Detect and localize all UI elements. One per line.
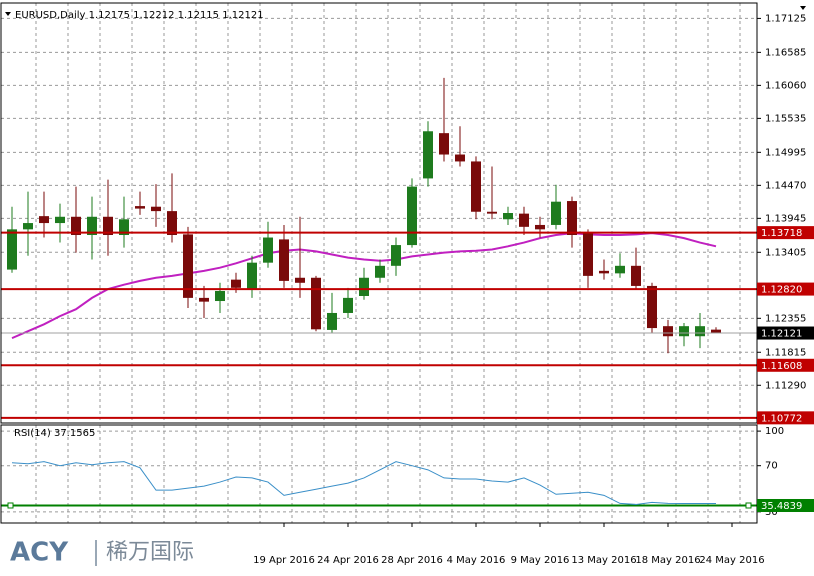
candle-body: [39, 216, 49, 224]
y-tick-label: 1.14470: [765, 180, 806, 191]
candle-body: [151, 206, 161, 212]
price-label: 1.12820: [761, 285, 802, 296]
candle-body: [471, 161, 481, 212]
x-tick-label: 24 May 2016: [699, 555, 764, 566]
moving-average: [11, 232, 717, 340]
y-tick-label: 1.16060: [765, 80, 806, 91]
x-tick-label: 18 May 2016: [635, 555, 700, 566]
y-tick-label: 1.11815: [765, 347, 806, 358]
watermark-bg: [0, 528, 226, 576]
y-tick-label: 1.13945: [765, 213, 806, 224]
candle-body: [7, 229, 17, 270]
candle-body: [535, 224, 545, 230]
candle-body: [679, 326, 689, 337]
candle-body: [167, 211, 177, 236]
x-tick-label: 24 Apr 2016: [317, 555, 379, 566]
candle-body: [279, 239, 289, 281]
candle-body: [519, 213, 529, 227]
watermark: ACY 稀万国际: [0, 528, 226, 576]
price-label-box: [757, 226, 814, 240]
price-label-box: [757, 326, 814, 340]
price-label: 35.4839: [761, 501, 802, 512]
y-tick-label: 1.15535: [765, 113, 806, 124]
candle-body: [615, 265, 625, 274]
candle-body: [647, 285, 657, 329]
x-tick-label: 4 May 2016: [447, 555, 506, 566]
y-tick-label: 100: [765, 426, 784, 437]
candle-body: [55, 216, 65, 224]
y-tick-label: 1.14995: [765, 147, 806, 158]
candle-body: [295, 277, 305, 283]
rsi-line: [11, 461, 716, 505]
candle-body: [263, 237, 273, 263]
x-tick-label: 9 May 2016: [511, 555, 570, 566]
candle-body: [247, 262, 257, 290]
candle-body: [599, 270, 609, 274]
candle-body: [503, 213, 513, 220]
x-tick-label: 13 May 2016: [571, 555, 636, 566]
price-label-box: [757, 282, 814, 296]
candle-body: [551, 201, 561, 225]
x-tick-label: 28 Apr 2016: [381, 555, 443, 566]
candle-body: [695, 326, 705, 337]
y-tick-label: 1.16585: [765, 47, 806, 58]
y-tick-label: 1.17125: [765, 13, 806, 24]
candle-body: [183, 234, 193, 298]
price-label: 1.12121: [761, 329, 802, 340]
candle-body: [87, 216, 97, 236]
price-panel-frame: [0, 2, 758, 424]
chart-title: EURUSD,Daily 1.12175 1.12212 1.12115 1.1…: [15, 10, 264, 21]
watermark-text: 稀万国际: [106, 540, 194, 565]
candle-body: [231, 279, 241, 288]
y-tick-label: 1.13405: [765, 247, 806, 258]
candle-body: [119, 219, 129, 236]
candle-body: [359, 277, 369, 296]
candle-body: [311, 277, 321, 330]
candle-body: [23, 223, 33, 230]
candle-body: [423, 131, 433, 179]
rsi-title: RSI(14) 37.1565: [14, 428, 95, 439]
y-tick-label: 1.12355: [765, 313, 806, 324]
watermark-brand: ACY: [10, 538, 69, 568]
price-label-box: [757, 498, 814, 512]
y-tick-label: 30: [765, 507, 778, 518]
candle-body: [439, 133, 449, 155]
candle-body: [407, 186, 417, 246]
level-handle: [745, 502, 752, 509]
y-tick-label: 70: [765, 461, 778, 472]
candle-body: [663, 326, 673, 337]
plot: [1, 77, 757, 509]
candle-body: [103, 216, 113, 236]
price-label-box: [757, 358, 814, 372]
price-label: 1.11608: [761, 361, 802, 372]
candle-body: [135, 206, 145, 209]
shift-marker: [800, 6, 806, 10]
grid: [1, 3, 757, 523]
price-label: 1.13718: [761, 228, 802, 239]
y-tick-label: 1.11290: [765, 380, 806, 391]
dropdown-arrow[interactable]: [5, 12, 11, 16]
price-label-box: [757, 411, 814, 425]
candle-body: [631, 265, 641, 286]
candle-body: [583, 233, 593, 276]
rsi-panel-frame: [0, 424, 758, 524]
candle-body: [711, 329, 721, 334]
level-handle: [7, 502, 14, 509]
candle-body: [215, 290, 225, 302]
candle-body: [327, 312, 337, 330]
candle-body: [487, 211, 497, 214]
candle-body: [199, 297, 209, 302]
candle-body: [567, 201, 577, 236]
x-tick-label: 19 Apr 2016: [253, 555, 315, 566]
price-label: 1.10772: [761, 413, 802, 424]
candle-body: [391, 245, 401, 266]
candle-body: [455, 154, 465, 162]
candle-body: [71, 216, 81, 236]
candle-body: [343, 297, 353, 313]
candle-body: [375, 265, 385, 278]
